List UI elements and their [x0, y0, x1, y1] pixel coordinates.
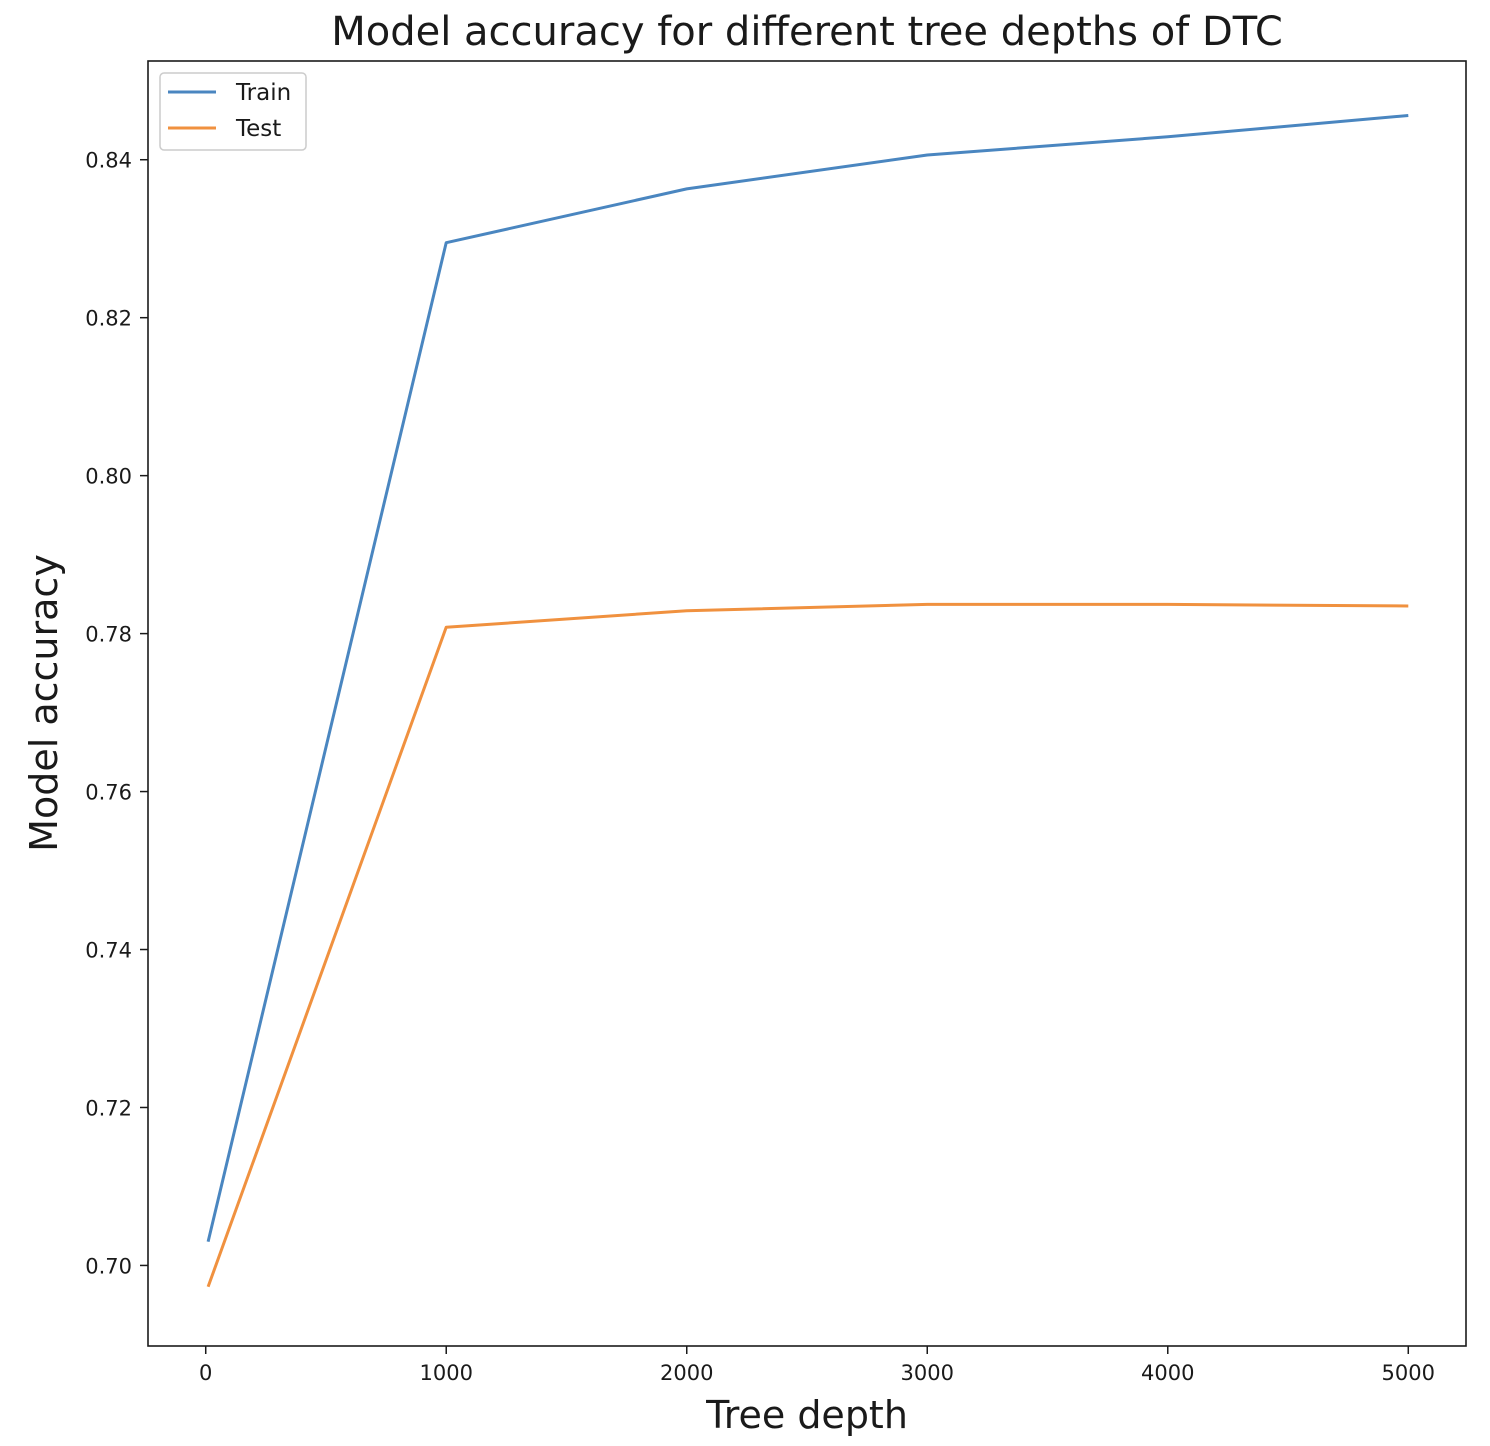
x-axis-label: Tree depth [705, 1393, 908, 1437]
chart-title: Model accuracy for different tree depths… [331, 9, 1283, 55]
x-axis-ticks: 0 1000 2000 3000 4000 5000 [199, 1346, 1435, 1385]
y-tick-label: 0.78 [85, 623, 132, 647]
legend-label-train: Train [235, 80, 291, 106]
y-tick-label: 0.74 [85, 939, 132, 963]
y-axis-label: Model accuracy [22, 554, 66, 852]
x-tick-label: 4000 [1141, 1361, 1194, 1385]
series-lines [206, 114, 1409, 1288]
x-tick-label: 1000 [420, 1361, 473, 1385]
plot-area-frame [147, 60, 1467, 1347]
series-line-test [206, 602, 1409, 1288]
y-axis-ticks: 0.70 0.72 0.74 0.76 0.78 0.80 0.82 0.84 [85, 149, 148, 1278]
legend: Train Test [159, 72, 307, 151]
y-tick-label: 0.80 [85, 465, 132, 489]
series-line-train [206, 114, 1409, 1243]
x-tick-label: 2000 [660, 1361, 713, 1385]
x-tick-label: 5000 [1382, 1361, 1435, 1385]
legend-label-test: Test [235, 116, 281, 142]
y-tick-label: 0.70 [85, 1254, 132, 1278]
y-tick-label: 0.82 [85, 307, 132, 331]
y-tick-label: 0.84 [85, 149, 132, 173]
y-tick-label: 0.72 [85, 1096, 132, 1120]
x-tick-label: 0 [199, 1361, 212, 1385]
x-tick-label: 3000 [901, 1361, 954, 1385]
y-tick-label: 0.76 [85, 781, 132, 805]
